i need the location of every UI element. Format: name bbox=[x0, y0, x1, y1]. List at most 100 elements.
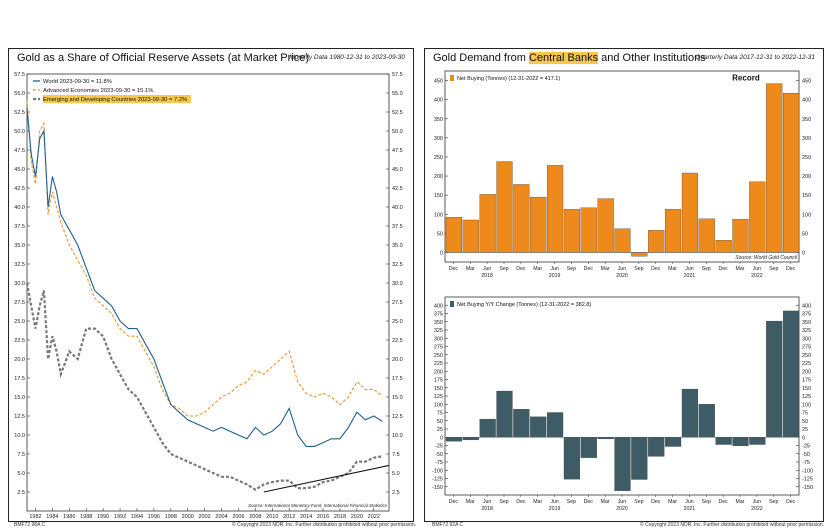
net-buying-bar bbox=[580, 207, 597, 253]
yoy-change-y-tick-label-right: 25 bbox=[802, 427, 808, 433]
y-tick-label-left: 32.5 bbox=[14, 262, 25, 268]
x-tick-label: 2002 bbox=[198, 514, 210, 520]
yoy-change-y-tick-label-right: 100 bbox=[802, 402, 811, 408]
y-tick-label-left: 52.5 bbox=[14, 110, 25, 116]
y-tick-label-right: 22.5 bbox=[392, 338, 403, 344]
y-tick-label-right: 47.5 bbox=[392, 148, 403, 154]
yoy-change-y-tick-label-right: 400 bbox=[802, 303, 811, 309]
yoy-change-bar bbox=[513, 409, 530, 438]
y-tick-label-left: 2.5 bbox=[17, 490, 25, 496]
net-buying-y-tick-label-left: 350 bbox=[434, 117, 443, 123]
yoy-change-y-tick-label-left: -50 bbox=[435, 452, 443, 458]
net-buying-y-tick-label-left: 150 bbox=[434, 193, 443, 199]
net-buying-bar bbox=[546, 165, 564, 253]
yoy-change-bar bbox=[664, 437, 682, 447]
net-buying-y-tick-label-left: 100 bbox=[434, 212, 443, 218]
yoy-change-x-month-label: Sep bbox=[702, 499, 711, 505]
yoy-change-y-tick-label-right: 175 bbox=[802, 378, 811, 384]
yoy-change-x-month-label: Jun bbox=[685, 499, 693, 505]
y-tick-label-left: 12.5 bbox=[14, 414, 25, 420]
record-annotation: Record bbox=[732, 74, 760, 83]
net-buying-x-month-label: Jun bbox=[550, 266, 558, 272]
y-tick-label-left: 35.0 bbox=[14, 243, 25, 249]
net-buying-x-month-label: Mar bbox=[466, 266, 475, 272]
yoy-change-x-month-label: Sep bbox=[769, 499, 778, 505]
yoy-change-y-tick-label-left: -100 bbox=[432, 468, 443, 474]
yoy-change-y-tick-label-left: 400 bbox=[434, 303, 443, 309]
series-line-0 bbox=[26, 108, 383, 447]
net-buying-bar bbox=[513, 184, 530, 253]
yoy-change-y-tick-label-right: 350 bbox=[802, 320, 811, 326]
yoy-change-y-tick-label-left: 175 bbox=[434, 378, 443, 384]
net-buying-x-year-label: 2022 bbox=[751, 273, 763, 279]
yoy-change-x-month-label: Jun bbox=[618, 499, 626, 505]
right-chart-id: BMF72 92A C bbox=[432, 522, 464, 528]
y-tick-label-right: 55.0 bbox=[392, 91, 403, 97]
yoy-change-y-tick-label-left: 125 bbox=[434, 394, 443, 400]
left-source-note: Source: International Monetary Fund, Int… bbox=[248, 503, 388, 508]
series-line-1 bbox=[26, 100, 383, 417]
yoy-change-y-tick-label-left: 100 bbox=[434, 402, 443, 408]
yoy-change-y-tick-label-right: -50 bbox=[802, 452, 810, 458]
net-buying-bar bbox=[715, 240, 732, 253]
net-buying-bar bbox=[496, 161, 513, 253]
x-tick-label: 2004 bbox=[215, 514, 227, 520]
legend-label-2: Emerging and Developing Countries 2023-0… bbox=[43, 97, 187, 103]
y-tick-label-right: 10.0 bbox=[392, 433, 403, 439]
yoy-change-x-month-label: Dec bbox=[651, 499, 661, 505]
y-tick-label-right: 27.5 bbox=[392, 300, 403, 306]
x-tick-label: 2014 bbox=[300, 514, 312, 520]
yoy-change-x-year-label: 2018 bbox=[481, 506, 493, 512]
net-buying-x-month-label: Sep bbox=[634, 266, 643, 272]
yoy-change-bar bbox=[631, 437, 648, 480]
y-tick-label-left: 47.5 bbox=[14, 148, 25, 154]
net-buying-bar bbox=[614, 228, 631, 253]
yoy-change-x-month-label: Jun bbox=[753, 499, 761, 505]
net-buying-bar bbox=[749, 181, 766, 253]
y-tick-label-left: 5.0 bbox=[17, 471, 25, 477]
net-buying-x-month-label: Sep bbox=[702, 266, 711, 272]
x-tick-label: 2006 bbox=[232, 514, 244, 520]
net-buying-bar bbox=[681, 172, 699, 253]
right-chart-title: Gold Demand from Central Banks and Other… bbox=[433, 52, 706, 64]
yoy-change-y-tick-label-left: 325 bbox=[434, 328, 443, 334]
net-buying-bar bbox=[597, 198, 614, 253]
yoy-change-y-tick-label-left: 275 bbox=[434, 345, 443, 351]
plot-frame bbox=[26, 73, 390, 512]
net-buying-y-tick-label-right: 0 bbox=[802, 250, 805, 256]
yoy-change-y-tick-label-left: 350 bbox=[434, 320, 443, 326]
right-title-highlight: Central Banks bbox=[528, 52, 599, 64]
y-tick-label-left: 37.5 bbox=[14, 224, 25, 230]
net-buying-y-tick-label-left: 200 bbox=[434, 174, 443, 180]
yoy-change-y-tick-label-right: 325 bbox=[802, 328, 811, 334]
y-tick-label-left: 25.0 bbox=[14, 319, 25, 325]
series-line-2 bbox=[25, 282, 383, 491]
net-buying-y-tick-label-left: 50 bbox=[437, 231, 443, 237]
y-tick-label-right: 37.5 bbox=[392, 224, 403, 230]
yoy-change-bar bbox=[614, 437, 631, 491]
yoy-change-x-month-label: Dec bbox=[719, 499, 729, 505]
net-buying-x-month-label: Sep bbox=[567, 266, 576, 272]
net-buying-bar bbox=[445, 217, 463, 253]
net-buying-bar bbox=[479, 194, 496, 253]
net-buying-x-year-label: 2018 bbox=[481, 273, 493, 279]
yoy-change-bar bbox=[698, 404, 715, 438]
left-copyright: © Copyright 2023 NDR, Inc. Further distr… bbox=[232, 522, 417, 528]
x-tick-label: 1990 bbox=[97, 514, 109, 520]
yoy-change-x-month-label: Jun bbox=[550, 499, 558, 505]
trend-line bbox=[263, 464, 390, 493]
legend-highlight bbox=[43, 95, 191, 103]
y-tick-label-left: 22.5 bbox=[14, 338, 25, 344]
yoy-change-bar bbox=[681, 388, 699, 438]
left-chart-subtitle: Monthly Data 1980-12-31 to 2023-09-30 bbox=[289, 54, 405, 61]
y-tick-label-left: 15.0 bbox=[14, 395, 25, 401]
y-tick-label-left: 42.5 bbox=[14, 186, 25, 192]
left-chart-title: Gold as a Share of Official Reserve Asse… bbox=[17, 52, 310, 64]
yoy-change-y-tick-label-left: 150 bbox=[434, 386, 443, 392]
x-tick-label: 2018 bbox=[334, 514, 346, 520]
yoy-change-bar bbox=[445, 437, 463, 442]
yoy-change-x-year-label: 2022 bbox=[751, 506, 763, 512]
yoy-change-bar bbox=[462, 437, 479, 441]
yoy-change-legend-swatch bbox=[450, 301, 454, 307]
y-tick-label-right: 30.0 bbox=[392, 281, 403, 287]
